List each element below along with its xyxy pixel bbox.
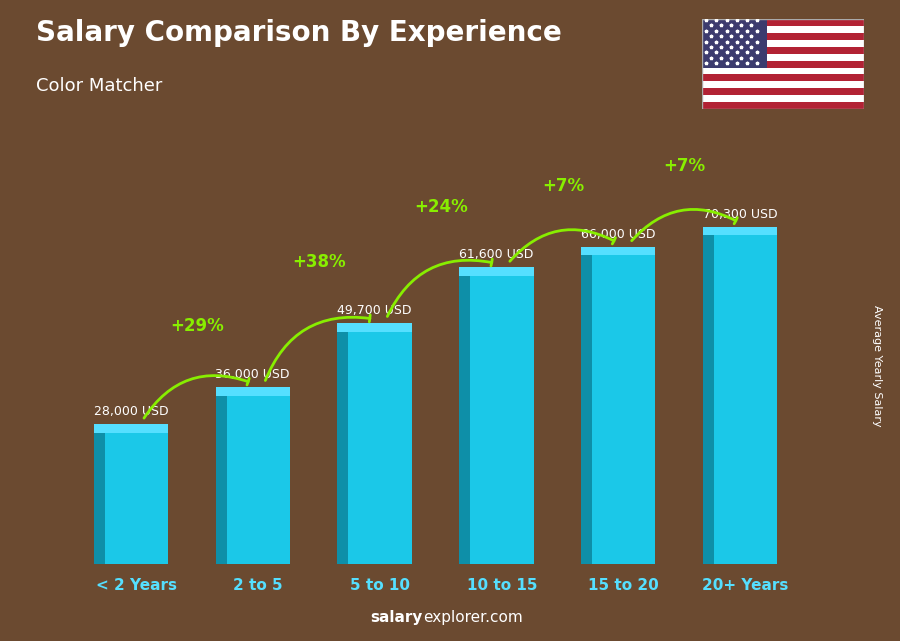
Bar [227, 395, 290, 564]
Bar [338, 323, 412, 331]
Bar [702, 67, 864, 74]
Text: Color Matcher: Color Matcher [36, 77, 162, 95]
Text: 61,600 USD: 61,600 USD [459, 248, 534, 262]
Bar [702, 33, 864, 40]
Bar [470, 276, 534, 564]
Bar [581, 247, 655, 256]
Text: 49,700 USD: 49,700 USD [338, 304, 412, 317]
Bar [216, 387, 290, 395]
Bar [104, 433, 168, 564]
Bar [702, 19, 767, 67]
Text: +7%: +7% [542, 177, 584, 195]
Bar [702, 102, 864, 109]
Text: Average Yearly Salary: Average Yearly Salary [872, 304, 883, 426]
Bar [702, 61, 864, 67]
Bar [459, 276, 470, 564]
Text: Salary Comparison By Experience: Salary Comparison By Experience [36, 19, 562, 47]
Bar [702, 88, 864, 95]
Bar [94, 433, 104, 564]
Bar [714, 235, 778, 564]
Text: explorer.com: explorer.com [423, 610, 523, 625]
Bar [216, 395, 227, 564]
Text: 36,000 USD: 36,000 USD [215, 368, 290, 381]
Bar [592, 256, 655, 564]
Bar [702, 81, 864, 88]
Text: +7%: +7% [663, 157, 706, 175]
Text: 66,000 USD: 66,000 USD [581, 228, 655, 241]
Bar [702, 54, 864, 61]
Bar [702, 74, 864, 81]
Bar [702, 40, 864, 47]
Bar [94, 424, 168, 433]
Bar [338, 331, 348, 564]
Bar [703, 235, 714, 564]
Text: 70,300 USD: 70,300 USD [703, 208, 778, 221]
Text: 28,000 USD: 28,000 USD [94, 406, 168, 419]
Bar [702, 95, 864, 102]
Bar [459, 267, 534, 276]
Text: +38%: +38% [292, 253, 346, 271]
Text: +29%: +29% [170, 317, 224, 335]
Bar [702, 19, 864, 26]
Bar [702, 47, 864, 54]
Text: +24%: +24% [414, 197, 468, 215]
Bar [348, 331, 412, 564]
Bar [702, 26, 864, 33]
Bar [703, 227, 778, 235]
Text: salary: salary [371, 610, 423, 625]
Bar [581, 256, 592, 564]
